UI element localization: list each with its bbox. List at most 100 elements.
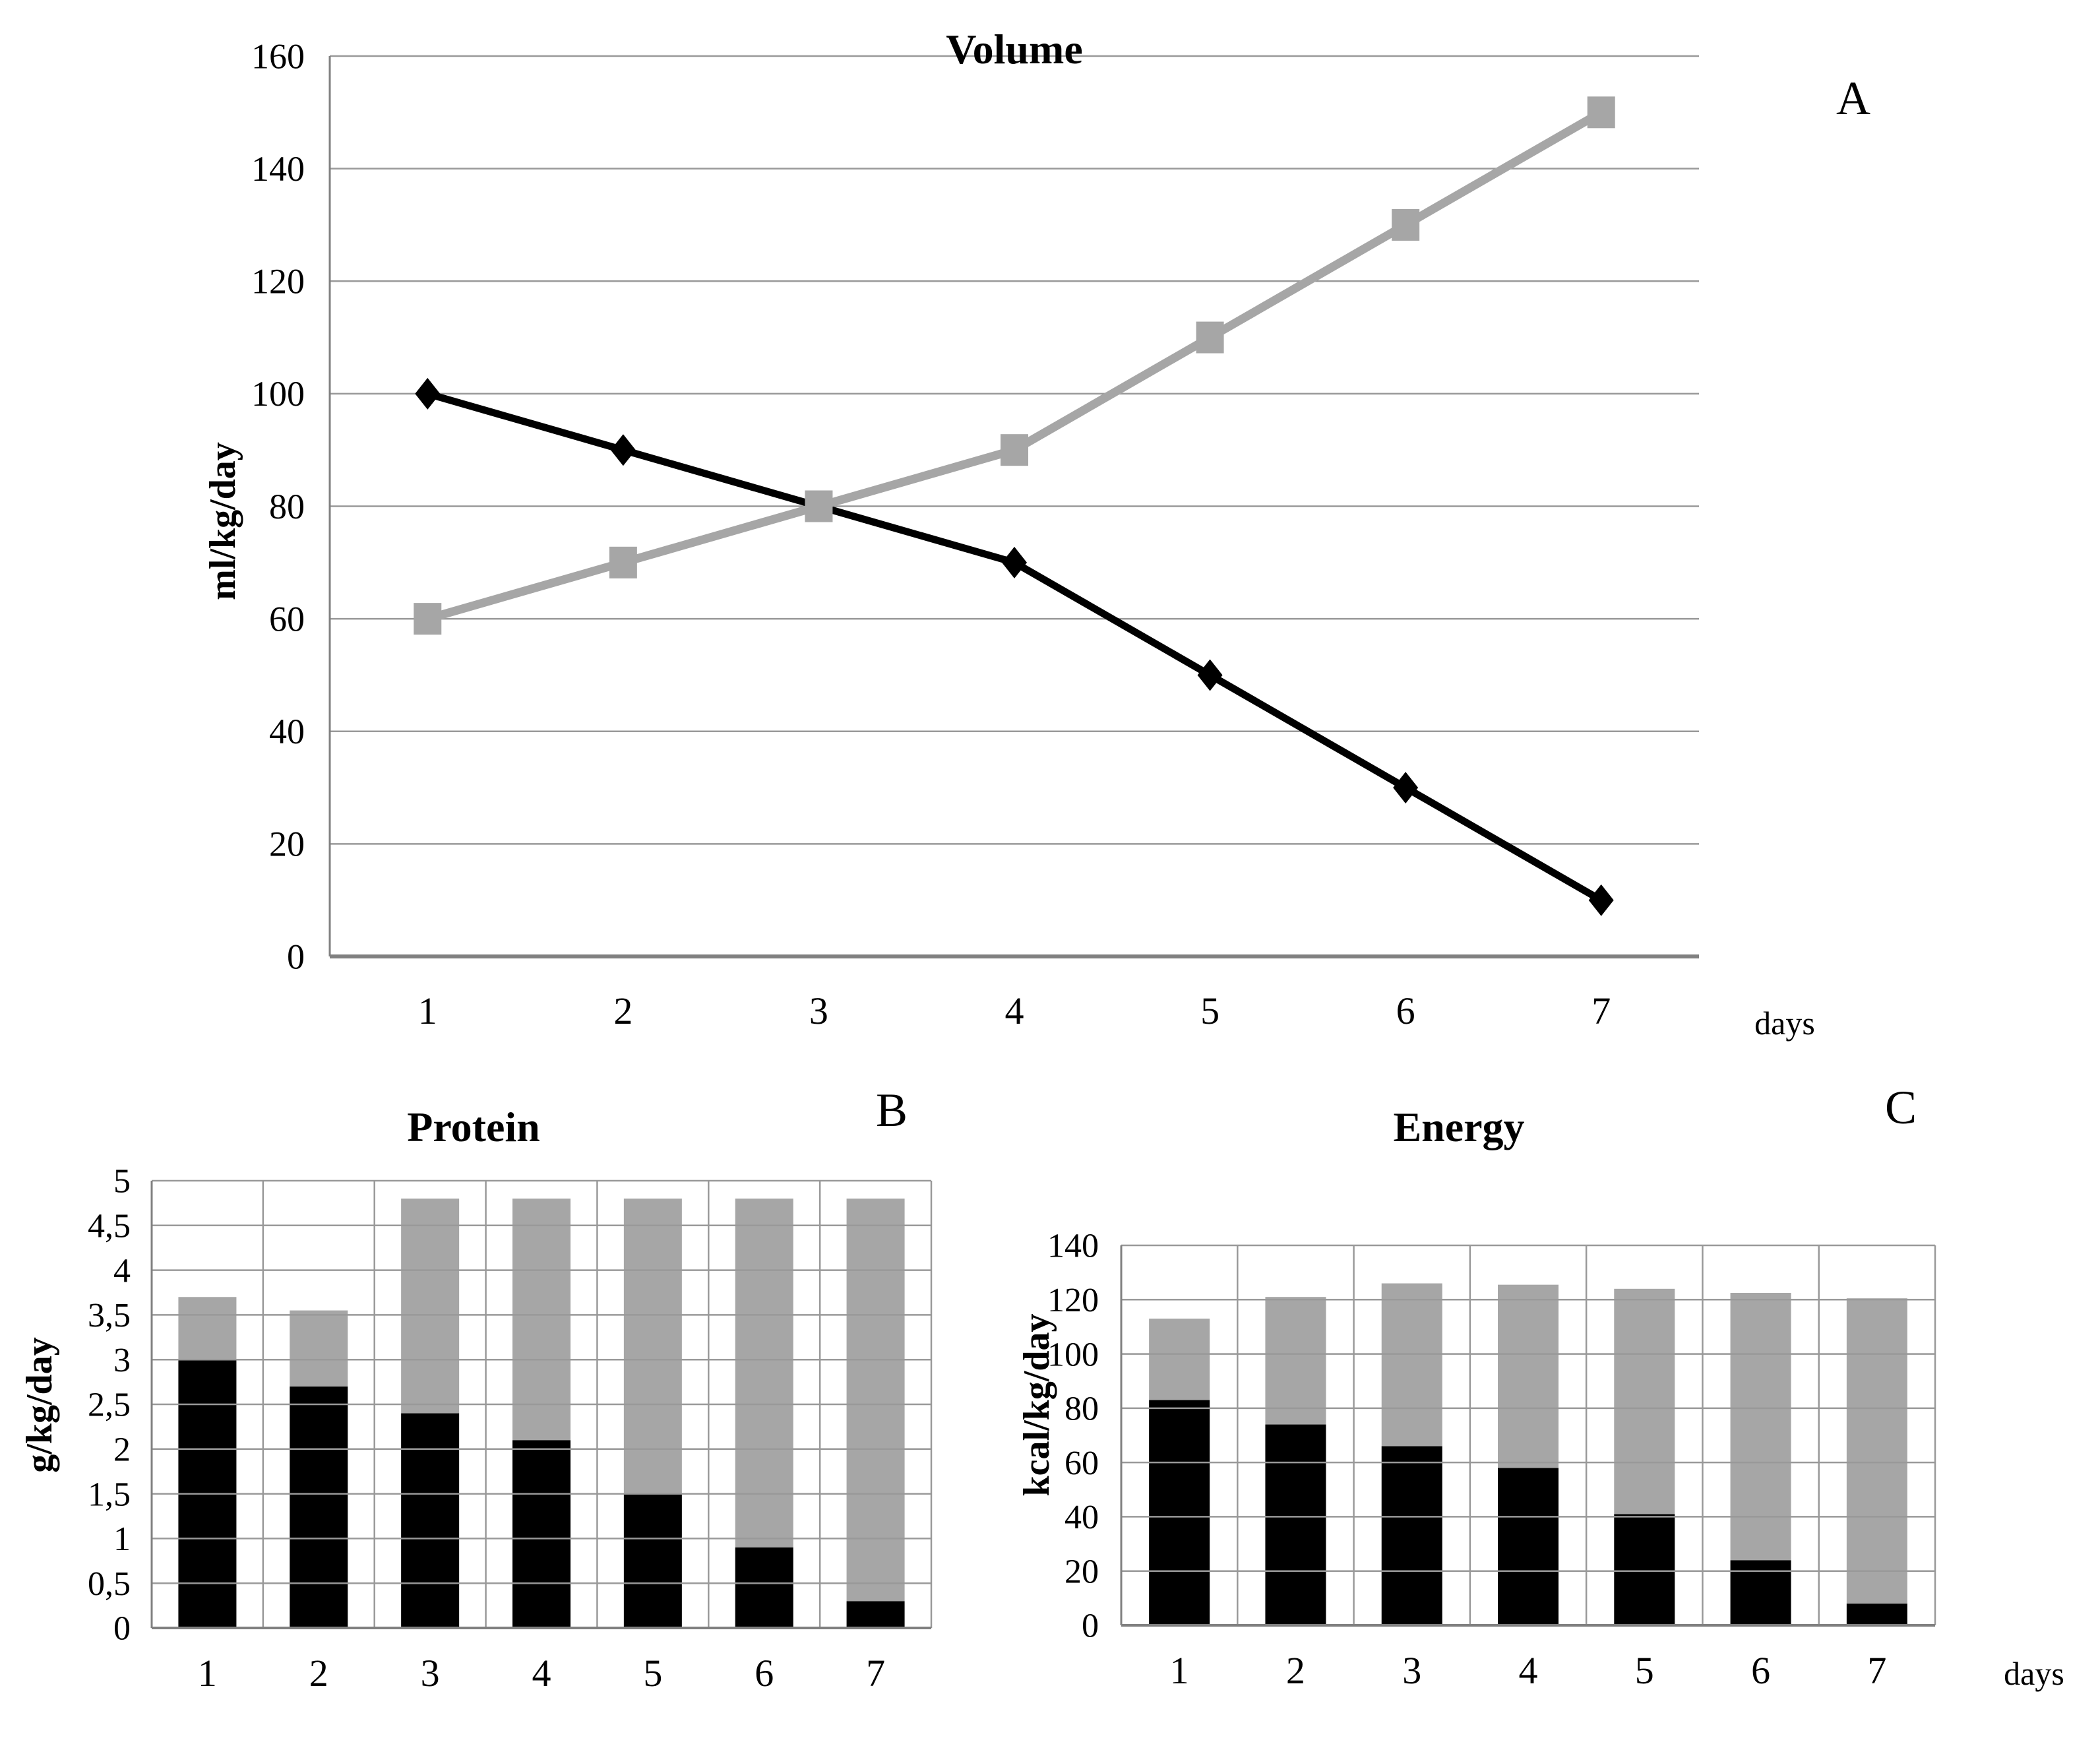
panel-c-x-axis-title: days: [2004, 1655, 2064, 1692]
bar-segment-gray-top-segment: [1149, 1319, 1210, 1400]
data-point-diamond: [415, 377, 441, 410]
y-tick-label: 120: [1047, 1282, 1099, 1319]
y-tick-label: 2,5: [88, 1387, 131, 1424]
x-tick-label: 4: [532, 1652, 551, 1695]
panel-a-letter: A: [1836, 72, 1870, 125]
x-tick-label: 5: [1200, 989, 1220, 1032]
bar-segment-black-bottom-segment: [1498, 1468, 1559, 1625]
y-tick-label: 20: [269, 825, 305, 864]
bar-segment-gray-top-segment: [401, 1199, 460, 1414]
bar-segment-gray-top-segment: [1381, 1283, 1442, 1447]
bar-segment-black-bottom-segment: [1381, 1446, 1442, 1625]
x-tick-label: 6: [1751, 1649, 1770, 1692]
data-point-square: [1001, 434, 1028, 466]
y-tick-label: 160: [251, 36, 305, 76]
data-point-square: [1392, 208, 1420, 241]
y-tick-label: 4,5: [88, 1207, 131, 1245]
bar-segment-black-bottom-segment: [1149, 1400, 1210, 1625]
y-tick-label: 100: [1047, 1336, 1099, 1373]
x-tick-label: 1: [198, 1652, 217, 1695]
y-tick-label: 4: [113, 1252, 131, 1290]
y-tick-label: 80: [1065, 1390, 1099, 1428]
panel-a-title: Volume: [946, 26, 1083, 73]
y-tick-label: 1,5: [88, 1476, 131, 1513]
x-tick-label: 5: [643, 1652, 662, 1695]
series-line-decreasing-black-diamond: [426, 390, 1603, 904]
bar-segment-gray-top-segment: [846, 1199, 905, 1602]
y-tick-label: 0,5: [88, 1565, 131, 1603]
data-point-square: [609, 546, 637, 578]
x-tick-label: 1: [418, 989, 437, 1032]
x-tick-label: 3: [809, 989, 828, 1032]
bar-segment-black-bottom-segment: [512, 1440, 571, 1628]
data-point-diamond: [1197, 659, 1223, 691]
panel-a-x-axis-title: days: [1754, 1005, 1815, 1042]
x-tick-label: 6: [755, 1652, 774, 1695]
bar-segment-black-bottom-segment: [1265, 1424, 1326, 1625]
bar-segment-gray-top-segment: [1498, 1284, 1559, 1468]
x-tick-label: 3: [1402, 1649, 1421, 1692]
data-point-square: [1587, 96, 1615, 129]
x-tick-label: 2: [309, 1652, 328, 1695]
bar-segment-gray-top-segment: [1614, 1288, 1675, 1514]
x-tick-label: 5: [1635, 1649, 1654, 1692]
x-tick-label: 6: [1396, 989, 1415, 1032]
y-tick-label: 60: [269, 599, 305, 639]
data-point-square: [414, 603, 442, 635]
bar-segment-gray-top-segment: [1846, 1298, 1907, 1604]
y-tick-label: 1: [113, 1520, 131, 1558]
y-tick-label: 3,5: [88, 1297, 131, 1334]
x-tick-label: 7: [866, 1652, 885, 1695]
panel-b-title: Protein: [407, 1104, 540, 1150]
panel-c-title: Energy: [1393, 1104, 1525, 1150]
bar-segment-gray-top-segment: [512, 1199, 571, 1441]
bar-segment-black-bottom-segment: [290, 1386, 348, 1628]
bar-segment-black-bottom-segment: [623, 1493, 682, 1628]
panel-b-y-axis-title: g/kg/day: [19, 1337, 60, 1473]
y-tick-label: 40: [1065, 1499, 1099, 1536]
bar-segment-black-bottom-segment: [846, 1601, 905, 1628]
y-tick-label: 2: [113, 1431, 131, 1468]
y-tick-label: 0: [287, 937, 305, 976]
y-tick-label: 140: [1047, 1228, 1099, 1265]
bar-segment-gray-top-segment: [623, 1199, 682, 1494]
y-tick-label: 140: [251, 149, 305, 189]
panel-b-letter: B: [875, 1084, 908, 1137]
y-tick-label: 80: [269, 487, 305, 526]
y-tick-label: 100: [251, 374, 305, 414]
bar-segment-gray-top-segment: [1265, 1297, 1326, 1425]
data-point-diamond: [610, 434, 636, 466]
x-tick-label: 4: [1519, 1649, 1538, 1692]
y-tick-label: 60: [1065, 1445, 1099, 1482]
bar-segment-gray-top-segment: [178, 1297, 237, 1360]
bar-segment-black-bottom-segment: [1846, 1604, 1907, 1625]
panel-c-letter: C: [1884, 1081, 1917, 1134]
y-tick-label: 3: [113, 1342, 131, 1379]
y-tick-label: 120: [251, 262, 305, 301]
data-point-square: [1196, 321, 1224, 354]
data-point-diamond: [1002, 546, 1027, 578]
bar-segment-gray-top-segment: [290, 1310, 348, 1387]
y-tick-label: 40: [269, 712, 305, 751]
panel-a-y-axis-title: ml/kg/day: [202, 442, 243, 600]
y-tick-label: 20: [1065, 1553, 1099, 1590]
x-tick-label: 4: [1005, 989, 1024, 1032]
data-point-diamond: [1588, 884, 1614, 916]
y-tick-label: 5: [113, 1163, 131, 1201]
bar-segment-gray-top-segment: [1730, 1293, 1791, 1561]
data-point-square: [805, 490, 833, 522]
bar-segment-black-bottom-segment: [1614, 1514, 1675, 1625]
x-tick-label: 2: [1286, 1649, 1305, 1692]
bar-segment-gray-top-segment: [735, 1199, 793, 1547]
y-tick-label: 0: [113, 1610, 131, 1648]
x-tick-label: 2: [613, 989, 633, 1032]
bar-segment-black-bottom-segment: [735, 1547, 793, 1628]
x-tick-label: 7: [1591, 989, 1611, 1032]
y-tick-label: 0: [1082, 1608, 1099, 1645]
x-tick-label: 7: [1867, 1649, 1886, 1692]
x-tick-label: 3: [421, 1652, 440, 1695]
data-point-diamond: [1393, 772, 1419, 804]
x-tick-label: 1: [1170, 1649, 1189, 1692]
